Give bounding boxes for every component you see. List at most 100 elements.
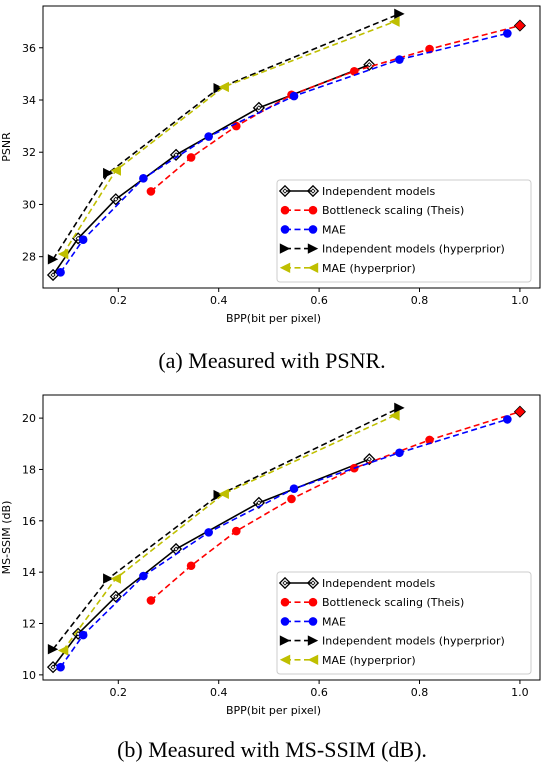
point-0-3-3	[394, 8, 405, 20]
legend-marker-b-0-3	[307, 243, 319, 254]
point-0-4-1	[110, 165, 121, 176]
point-1-2-5	[395, 448, 404, 458]
legend-marker-b-0-2	[308, 225, 318, 234]
legend-marker-b-1-2	[308, 617, 318, 626]
series-line-0-3	[52, 13, 400, 260]
chart-0: 0.2 0.4 0.6 0.8 1.0 28 30 32 34 36 BPP(bit per pix…	[0, 5, 541, 325]
point-1-4-2	[218, 488, 229, 500]
point-1-1-0	[146, 596, 156, 605]
x-tick-label-0-2: 0.6	[310, 294, 328, 307]
point-0-2-3	[204, 132, 213, 141]
point-1-0-5-outer	[363, 453, 376, 466]
legend-marker-a-0-3	[279, 243, 291, 254]
y-axis-label-0: PSNR	[0, 132, 13, 162]
x-axis-label-0: BPP(bit per pixel)	[226, 312, 321, 325]
point-1-0-4	[252, 496, 265, 509]
point-0-0-2-outer	[109, 193, 122, 206]
y-tick-label-0-2: 32	[22, 146, 36, 159]
x-tick-label-1-3: 0.8	[411, 686, 429, 699]
point-0-4-3	[389, 16, 400, 27]
point-1-3-2	[213, 489, 224, 501]
legend-box-0	[276, 179, 532, 283]
point-1-0-4-outer	[252, 496, 265, 509]
series-1-4	[57, 410, 400, 656]
point-0-4-0	[57, 248, 69, 260]
legend-marker-a-0-0-inner	[282, 188, 288, 194]
legend-1: Independent models Bottleneck scaling (Th…	[276, 571, 532, 675]
legend-marker-a-1-2	[280, 617, 290, 626]
point-0-0-0-inner	[50, 272, 56, 278]
point-0-1-6	[513, 19, 526, 32]
point-0-0-3-outer	[169, 148, 183, 161]
legend-marker-b-0-0-outer	[306, 184, 320, 198]
series-1-3	[47, 402, 405, 655]
point-1-0-3-inner	[173, 546, 179, 552]
point-1-2-0	[56, 662, 65, 672]
legend-marker-b-0-4	[307, 262, 319, 273]
legend-marker-a-0-2	[280, 225, 290, 234]
legend-label-1-3: Independent models (hyperprior)	[322, 635, 505, 648]
legend-marker-a-0-0-outer	[278, 184, 292, 198]
y-tick-label-1-3: 16	[22, 515, 36, 528]
series-0-3	[47, 8, 405, 265]
legend-marker-b-0-0	[306, 184, 320, 198]
y-tick-label-1-0: 10	[22, 669, 36, 682]
point-1-4-0	[57, 645, 69, 656]
point-0-0-5-outer	[363, 58, 376, 71]
y-tick-label-1-5: 20	[22, 412, 36, 425]
point-1-1-6	[513, 405, 526, 418]
legend-label-0-1: Bottleneck scaling (Theis)	[322, 204, 464, 217]
legend-label-0-4: MAE (hyperprior)	[322, 262, 416, 275]
point-0-2-1	[78, 235, 88, 244]
legend-label-0-2: MAE	[322, 223, 346, 236]
point-1-3-3	[394, 402, 405, 414]
point-0-2-5	[395, 55, 404, 64]
point-1-0-2	[109, 590, 122, 603]
plot-frame-1	[42, 394, 541, 681]
legend-box-1	[276, 571, 532, 675]
point-0-0-2	[109, 193, 122, 206]
point-1-2-1	[78, 630, 88, 640]
point-0-3-0	[47, 254, 59, 265]
series-line-1-4	[62, 414, 395, 651]
x-tick-label-0-3: 0.8	[411, 294, 429, 307]
point-0-2-2	[139, 174, 148, 183]
x-tick-label-0-0: 0.2	[110, 294, 128, 307]
legend-marker-a-0-4	[279, 262, 291, 273]
point-1-2-2	[139, 571, 148, 581]
x-tick-label-1-1: 0.4	[210, 686, 228, 699]
legend-label-1-1: Bottleneck scaling (Theis)	[322, 596, 464, 609]
point-1-1-3	[287, 494, 296, 504]
legend-marker-b-1-4	[307, 654, 319, 665]
point-0-3-2	[213, 83, 224, 94]
point-0-1-1	[186, 153, 196, 162]
legend-marker-b-0-1	[308, 205, 318, 215]
x-tick-label-0-4: 1.0	[511, 294, 529, 307]
legend-marker-a-1-3	[279, 635, 291, 646]
legend-marker-a-0-1	[280, 205, 290, 215]
point-1-4-1	[110, 573, 121, 584]
series-1-1	[146, 405, 526, 605]
legend-label-0-3: Independent models (hyperprior)	[322, 243, 505, 256]
series-line-0-1	[150, 24, 521, 192]
legend-marker-b-1-0-inner	[310, 580, 316, 586]
y-tick-label-1-4: 18	[22, 463, 36, 476]
legend-marker-a-1-0	[278, 576, 292, 590]
point-1-2-4	[289, 484, 299, 494]
y-axis-label-1: MS-SSIM (dB)	[0, 501, 13, 575]
point-1-1-1	[186, 561, 196, 571]
point-1-3-0	[47, 643, 59, 655]
y-tick-label-1-2: 14	[22, 566, 36, 579]
legend-marker-a-1-0-inner	[282, 580, 288, 586]
x-tick-label-1-4: 1.0	[511, 686, 529, 699]
point-1-0-2-inner	[113, 593, 119, 600]
point-1-0-0-inner	[50, 664, 56, 670]
point-0-2-6	[503, 29, 512, 38]
legend-label-1-2: MAE	[322, 615, 346, 628]
point-0-0-5	[363, 58, 376, 71]
point-0-2-0	[56, 268, 65, 277]
legend-label-1-0: Independent models	[322, 577, 435, 590]
series-line-1-3	[52, 407, 400, 650]
caption-b: (b) Measured with MS-SSIM (dB).	[117, 737, 427, 762]
